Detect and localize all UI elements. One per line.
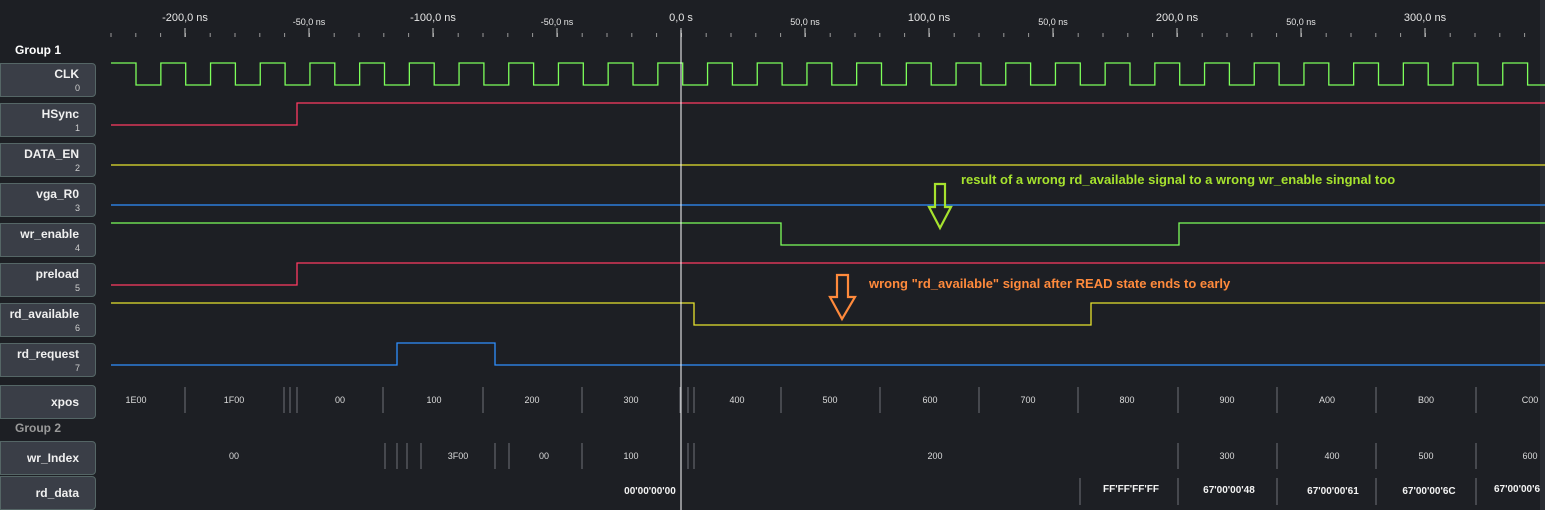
signal-label-wr-index[interactable]: wr_Index bbox=[0, 441, 96, 475]
signal-name: preload bbox=[35, 267, 79, 281]
ruler-tick-minor: 50,0 ns bbox=[1286, 17, 1316, 27]
bus-value: 300 bbox=[1219, 451, 1235, 461]
ruler-tick-major: 100,0 ns bbox=[907, 12, 951, 24]
bus-value: 600 bbox=[922, 395, 938, 405]
bus-value: 200 bbox=[524, 395, 540, 405]
bus-value: 67'00'00'61 bbox=[1307, 486, 1359, 497]
bus-value: 600 bbox=[1522, 451, 1538, 461]
bus-value: 00'00'00'00 bbox=[624, 486, 676, 497]
group-1-header[interactable]: Group 1 bbox=[15, 43, 62, 57]
bus-value: 100 bbox=[426, 395, 442, 405]
signal-label-rd-request[interactable]: rd_request 7 bbox=[0, 343, 96, 377]
bus-value: 500 bbox=[1418, 451, 1434, 461]
bus-value: 00 bbox=[538, 451, 550, 461]
preload-waveform bbox=[111, 262, 1545, 286]
ruler-tick-minor: 50,0 ns bbox=[1038, 17, 1068, 27]
bus-value: 900 bbox=[1219, 395, 1235, 405]
signal-index: 1 bbox=[74, 123, 80, 133]
ruler-tick-minor: 50,0 ns bbox=[790, 17, 820, 27]
down-arrow-icon bbox=[927, 182, 953, 231]
signal-index: 6 bbox=[74, 323, 80, 333]
bus-value: 100 bbox=[623, 451, 639, 461]
bus-value: 67'00'00'6 bbox=[1493, 484, 1541, 495]
signal-name: xpos bbox=[50, 395, 79, 409]
signal-label-vga-r0[interactable]: vga_R0 3 bbox=[0, 183, 96, 217]
signal-name: rd_data bbox=[35, 486, 79, 500]
annotation-wr-enable: result of a wrong rd_available signal to… bbox=[961, 172, 1396, 187]
hsync-waveform bbox=[111, 102, 1545, 126]
signal-name: rd_available bbox=[9, 307, 79, 321]
bus-value: 1E00 bbox=[125, 395, 147, 405]
signal-name: vga_R0 bbox=[36, 187, 79, 201]
bus-value: 500 bbox=[822, 395, 838, 405]
signal-name: wr_Index bbox=[26, 451, 79, 465]
bus-value: A00 bbox=[1318, 395, 1336, 405]
signal-name: DATA_EN bbox=[24, 147, 79, 161]
signal-name: wr_enable bbox=[20, 227, 79, 241]
clk-waveform bbox=[111, 62, 1545, 86]
bus-value: 800 bbox=[1119, 395, 1135, 405]
ruler-tick-major: 300,0 ns bbox=[1403, 12, 1447, 24]
signal-name: CLK bbox=[54, 67, 79, 81]
signal-name: HSync bbox=[41, 107, 79, 121]
rd-available-waveform bbox=[111, 302, 1545, 326]
signal-index: 7 bbox=[74, 363, 80, 373]
bus-value: FF'FF'FF'FF bbox=[1102, 484, 1160, 495]
ruler-tick-major: 200,0 ns bbox=[1155, 12, 1199, 24]
signal-index: 4 bbox=[74, 243, 80, 253]
signal-label-clk[interactable]: CLK 0 bbox=[0, 63, 96, 97]
bus-value: 67'00'00'6C bbox=[1402, 486, 1456, 497]
wr-enable-waveform bbox=[111, 222, 1545, 246]
signal-name: rd_request bbox=[16, 347, 79, 361]
signal-label-rd-data[interactable]: rd_data bbox=[0, 476, 96, 510]
ruler-tick-major: 0,0 s bbox=[669, 12, 693, 24]
bus-value: 3F00 bbox=[447, 451, 469, 461]
signal-index: 3 bbox=[74, 203, 80, 213]
bus-value: 00 bbox=[228, 451, 240, 461]
ruler-tick-minor: -50,0 ns bbox=[540, 17, 574, 27]
signal-index: 2 bbox=[74, 163, 80, 173]
bus-value: 00 bbox=[334, 395, 346, 405]
bus-value: 400 bbox=[729, 395, 745, 405]
ruler-tick-minor: -50,0 ns bbox=[292, 17, 326, 27]
bus-value: 200 bbox=[927, 451, 943, 461]
signal-index: 0 bbox=[74, 83, 80, 93]
vertical-scrollbar bbox=[1540, 0, 1545, 510]
bus-value: B00 bbox=[1417, 395, 1435, 405]
bus-value: 300 bbox=[623, 395, 639, 405]
signal-index: 5 bbox=[74, 283, 80, 293]
ruler-tick-major: -200,0 ns bbox=[162, 12, 208, 24]
annotation-rd-available: wrong "rd_available" signal after READ s… bbox=[869, 276, 1231, 291]
bus-value: C00 bbox=[1521, 395, 1539, 405]
signal-label-hsync[interactable]: HSync 1 bbox=[0, 103, 96, 137]
signal-label-xpos[interactable]: xpos bbox=[0, 385, 96, 419]
ruler-tick-major: -100,0 ns bbox=[410, 12, 456, 24]
bus-value: 67'00'00'48 bbox=[1203, 485, 1255, 496]
signal-label-data-en[interactable]: DATA_EN 2 bbox=[0, 143, 96, 177]
bus-value: 1F00 bbox=[223, 395, 245, 405]
bus-value: 700 bbox=[1020, 395, 1036, 405]
signal-label-preload[interactable]: preload 5 bbox=[0, 263, 96, 297]
signal-label-wr-enable[interactable]: wr_enable 4 bbox=[0, 223, 96, 257]
signal-label-rd-available[interactable]: rd_available 6 bbox=[0, 303, 96, 337]
rd-request-waveform bbox=[111, 342, 1545, 366]
down-arrow-icon bbox=[828, 273, 857, 322]
group-2-header[interactable]: Group 2 bbox=[15, 421, 62, 435]
bus-value: 400 bbox=[1324, 451, 1340, 461]
